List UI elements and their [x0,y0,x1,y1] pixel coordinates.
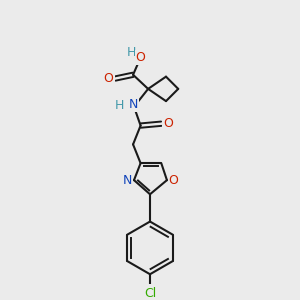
Text: O: O [163,117,173,130]
Text: N: N [123,174,132,187]
Text: N: N [128,98,138,111]
Text: H: H [115,99,124,112]
Text: Cl: Cl [144,287,156,300]
Text: O: O [136,51,146,64]
Text: O: O [104,72,113,85]
Text: O: O [169,174,178,187]
Text: H: H [127,46,136,59]
